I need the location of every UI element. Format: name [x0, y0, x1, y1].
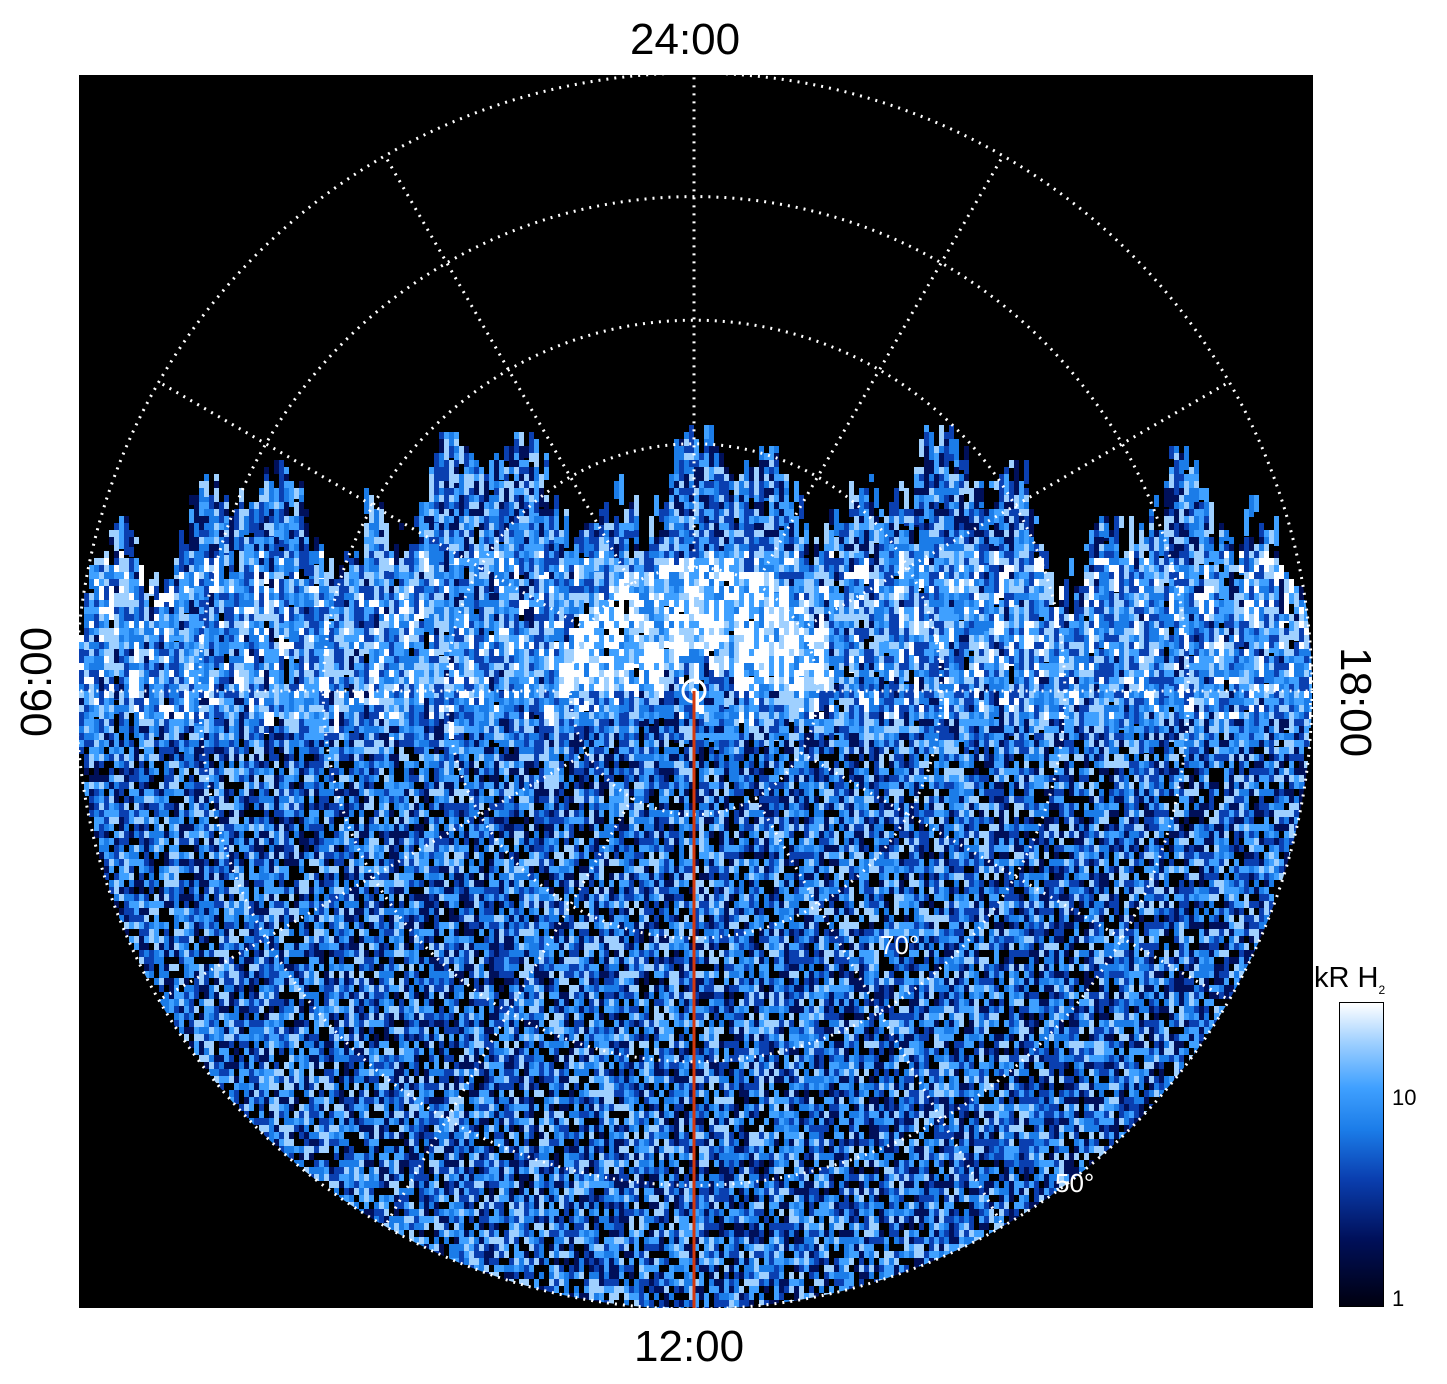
colorbar-tick-10: 10	[1392, 1085, 1416, 1111]
emission-pixels	[79, 425, 1312, 1308]
local-time-label-dusk: 18:00	[1331, 647, 1380, 757]
local-time-label-midnight: 24:00	[630, 18, 740, 62]
polar-plot-area	[79, 75, 1313, 1308]
polar-projection-svg	[79, 75, 1313, 1308]
local-time-label-noon: 12:00	[634, 1325, 744, 1369]
colorbar	[1339, 1002, 1384, 1307]
latitude-label-inner: 70°	[880, 930, 919, 961]
colorbar-tick-1: 1	[1392, 1286, 1404, 1312]
local-time-label-dawn: 06:00	[12, 627, 61, 737]
colorbar-title: kR H2	[1314, 962, 1385, 997]
latitude-label-outer: 50°	[1055, 1168, 1094, 1199]
